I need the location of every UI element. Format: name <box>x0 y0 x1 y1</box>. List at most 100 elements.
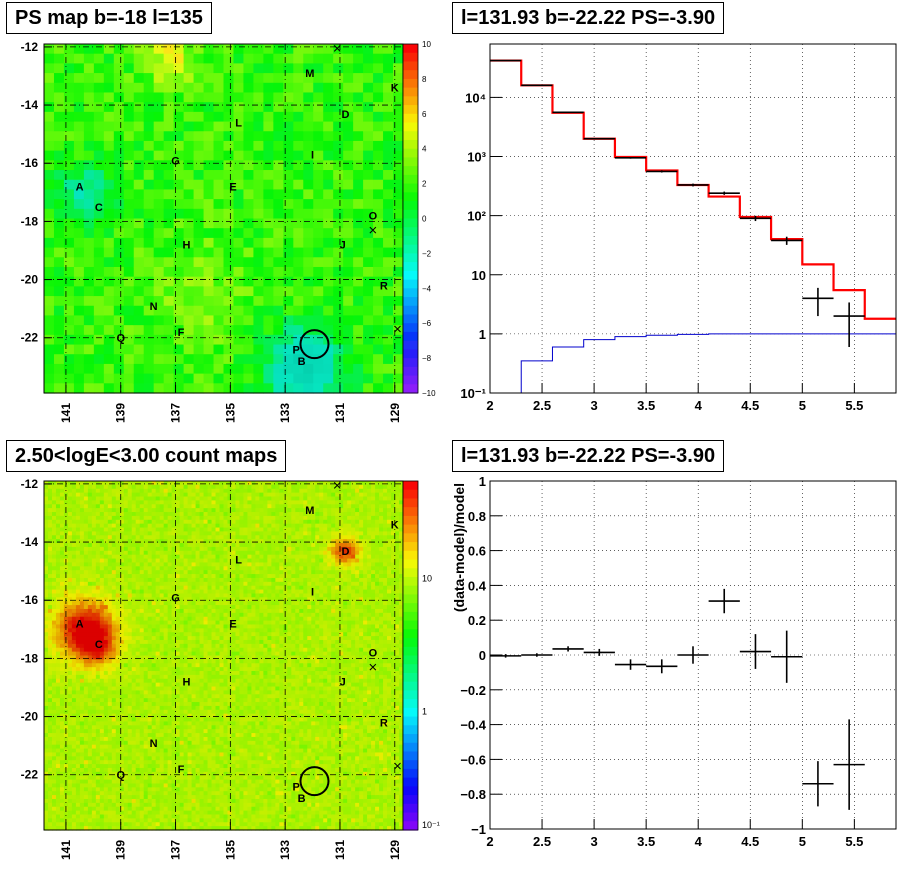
resid-x-tick-label: 5.5 <box>845 834 863 849</box>
spec-x-tick-label: 4.5 <box>741 398 759 413</box>
map-y-tick-label: -22 <box>21 768 39 782</box>
spec-x-tick-label: 3 <box>590 398 597 413</box>
resid-y-tick-label: −0.8 <box>460 787 486 802</box>
map-y-tick-label: -20 <box>21 710 39 724</box>
spec-data-point <box>802 287 834 317</box>
resid-data-point <box>521 653 553 657</box>
map-x-tick-label: 133 <box>278 403 292 423</box>
spec-x-tick-label: 3.5 <box>637 398 655 413</box>
spec-data-point <box>552 111 584 114</box>
map-x-tick-label: 129 <box>388 403 402 423</box>
source-label-R: R <box>380 280 388 292</box>
colorbar-tick-label: 10 <box>422 40 431 49</box>
spec-data-point <box>708 191 740 195</box>
source-label-N: N <box>150 738 158 750</box>
colorbar <box>403 481 418 831</box>
spectrum-title: l=131.93 b=-22.22 PS=-3.90 <box>452 2 725 34</box>
source-label-R: R <box>380 717 388 729</box>
resid-data-point <box>771 630 803 683</box>
cross-marker <box>333 482 341 489</box>
colorbar-tick-label: 6 <box>422 110 427 119</box>
map-x-tick-label: 139 <box>114 403 128 423</box>
source-label-Q: Q <box>116 333 125 345</box>
source-label-O: O <box>369 211 378 223</box>
map-y-tick-label: -18 <box>21 651 39 665</box>
spec-frame <box>489 43 897 394</box>
resid-data-point <box>833 719 865 810</box>
source-label-B: B <box>298 793 306 805</box>
source-label-N: N <box>150 301 158 313</box>
map-y-tick-label: -12 <box>21 477 39 491</box>
spec-y-tick-label: 10 <box>472 268 486 283</box>
source-label-D: D <box>341 109 349 121</box>
map-x-tick-label: 141 <box>59 840 73 860</box>
source-label-A: A <box>76 619 84 631</box>
spec-data-point <box>614 157 647 159</box>
colorbar <box>403 44 418 394</box>
resid-y-axis-label: (data-model)/model <box>451 483 467 612</box>
resid-data-point <box>802 761 834 807</box>
resid-y-tick-label: 0.6 <box>468 544 486 559</box>
source-label-D: D <box>341 546 349 558</box>
resid-y-tick-label: 0.4 <box>468 578 487 593</box>
colorbar-tick-label: 8 <box>422 75 427 84</box>
resid-data-point <box>708 588 740 614</box>
count-map: 141 139 137 135 133 131 129 -12 -14 -16 -18 -20 -22 A… <box>21 477 440 860</box>
resid-y-tick-label: −0.6 <box>460 752 486 767</box>
colorbar-tick-label: 1 <box>422 706 427 716</box>
resid-data-point <box>739 634 772 669</box>
resid-y-tick-label: 0 <box>479 648 486 663</box>
resid-x-tick-label: 3.5 <box>637 834 655 849</box>
resid-data-point <box>646 659 678 674</box>
spec-data-point <box>833 302 865 347</box>
spec-y-tick-label: 10⁻¹ <box>460 386 486 401</box>
spectrum-chart: 2 2.5 3 3.5 4 4.5 5 5.5 10⁻¹ 1 10 10² 10³ 10⁴ <box>460 43 897 413</box>
map-y-tick-label: -22 <box>21 331 39 345</box>
model-histogram <box>490 59 896 320</box>
residual-title: l=131.93 b=-22.22 PS=-3.90 <box>452 440 725 472</box>
colorbar-tick-label: 0 <box>422 215 427 224</box>
source-label-O: O <box>369 648 378 660</box>
resid-x-tick-label: 2 <box>486 834 493 849</box>
colorbar-tick-label: 2 <box>422 180 427 189</box>
map-x-tick-label: 131 <box>333 840 347 860</box>
map-y-tick-label: -14 <box>21 535 39 549</box>
source-label-G: G <box>171 592 180 604</box>
map-x-tick-label: 135 <box>223 403 237 423</box>
resid-y-tick-label: −0.2 <box>460 683 486 698</box>
ps-map: 141 139 137 135 133 131 129 -12 -14 -16 -18 -20 -22 A… <box>21 40 436 423</box>
spec-x-tick-label: 5 <box>799 398 806 413</box>
colorbar-tick-label: −4 <box>422 284 432 293</box>
colorbar-tick-label: −6 <box>422 319 432 328</box>
colorbar-tick-label: 4 <box>422 145 427 154</box>
count-map-title: 2.50<logE<3.00 count maps <box>6 440 287 472</box>
resid-data-point <box>490 654 522 658</box>
source-label-P: P <box>292 344 299 356</box>
residual-chart: 2 2.5 3 3.5 4 4.5 5 5.5 −1 −0.8 −0.6 −0.4 −0.2 0 0.2 0.… <box>451 474 897 849</box>
resid-x-tick-label: 4.5 <box>741 834 759 849</box>
background-histogram <box>490 333 896 394</box>
map-x-tick-label: 141 <box>59 403 73 423</box>
map-y-tick-label: -14 <box>21 98 39 112</box>
resid-data-point <box>583 648 615 656</box>
resid-data-point <box>614 659 647 670</box>
resid-x-tick-label: 4 <box>695 834 703 849</box>
cross-marker <box>369 663 377 671</box>
source-label-C: C <box>95 639 103 651</box>
source-label-P: P <box>292 781 299 793</box>
map-x-tick-label: 139 <box>114 840 128 860</box>
source-label-K: K <box>391 83 399 95</box>
spec-y-tick-label: 10⁴ <box>465 90 486 105</box>
resid-data-point <box>677 646 709 664</box>
colorbar-tick-label: −8 <box>422 354 432 363</box>
map-x-tick-label: 137 <box>169 403 183 423</box>
colorbar-tick-label: 10 <box>422 574 432 584</box>
resid-y-tick-label: −0.4 <box>460 718 486 733</box>
map-x-tick-label: 137 <box>169 840 183 860</box>
spec-data-point <box>583 137 615 140</box>
map-y-tick-label: -18 <box>21 214 39 228</box>
source-label-A: A <box>76 182 84 194</box>
resid-x-tick-label: 2.5 <box>533 834 551 849</box>
ps-position-circle <box>299 766 330 797</box>
source-label-I: I <box>311 587 314 599</box>
